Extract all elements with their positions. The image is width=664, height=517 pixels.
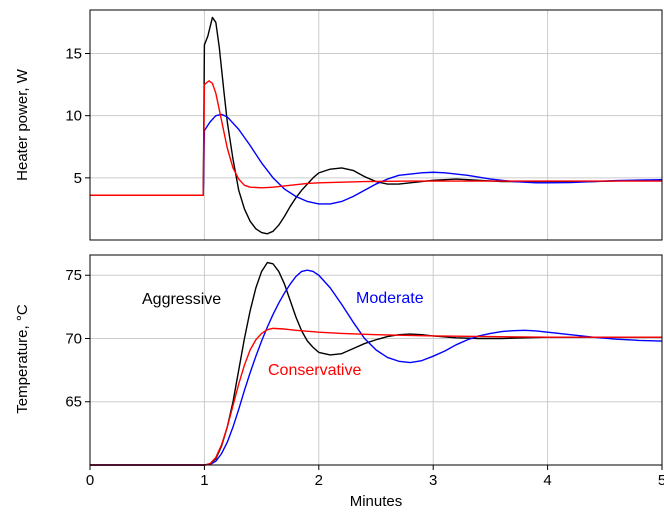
bottom-y-tick-label-65: 65 — [65, 394, 82, 411]
bottom-y-ticks: 65 70 75 — [65, 267, 90, 411]
temperature-panel: 65 70 75 0 1 2 3 4 5 Temperature, °C Minutes Ag… — [14, 254, 664, 510]
bottom-y-tick-label-70: 70 — [65, 330, 82, 347]
bottom-series-aggressive-line — [90, 261, 662, 466]
x-axis-label: Minutes — [350, 493, 403, 510]
annotation-aggressive: Aggressive — [142, 291, 221, 308]
heater-power-panel: 5 10 15 Heater power, W — [14, 9, 663, 241]
x-tick-label-2: 2 — [315, 472, 323, 489]
bottom-y-tick-label-75: 75 — [65, 267, 82, 284]
x-tick-label-5: 5 — [658, 472, 664, 489]
top-plot-frame — [89, 9, 663, 241]
annotation-conservative: Conservative — [268, 362, 361, 379]
top-plot-area — [90, 10, 662, 240]
top-series-conservative-line — [90, 80, 662, 196]
top-series — [90, 16, 663, 235]
bottom-series — [90, 261, 663, 466]
bottom-y-axis-label: Temperature, °C — [14, 304, 31, 414]
top-y-tick-label-5: 5 — [74, 170, 82, 187]
bottom-grid — [90, 255, 662, 465]
x-tick-label-0: 0 — [86, 472, 94, 489]
top-y-tick-label-10: 10 — [65, 108, 82, 125]
bottom-series-conservative-line — [90, 327, 662, 466]
x-tick-label-3: 3 — [429, 472, 437, 489]
bottom-plot-area — [90, 255, 662, 465]
bottom-x-ticks: 0 1 2 3 4 5 — [86, 465, 664, 489]
top-y-tick-label-15: 15 — [65, 46, 82, 63]
top-grid — [90, 10, 662, 240]
x-tick-label-4: 4 — [543, 472, 551, 489]
annotation-moderate: Moderate — [356, 290, 424, 307]
bottom-plot-frame — [89, 254, 663, 466]
top-y-ticks: 5 10 15 — [65, 46, 90, 187]
bottom-series-moderate-line — [90, 269, 663, 466]
x-tick-label-1: 1 — [200, 472, 208, 489]
top-y-axis-label: Heater power, W — [14, 68, 31, 181]
